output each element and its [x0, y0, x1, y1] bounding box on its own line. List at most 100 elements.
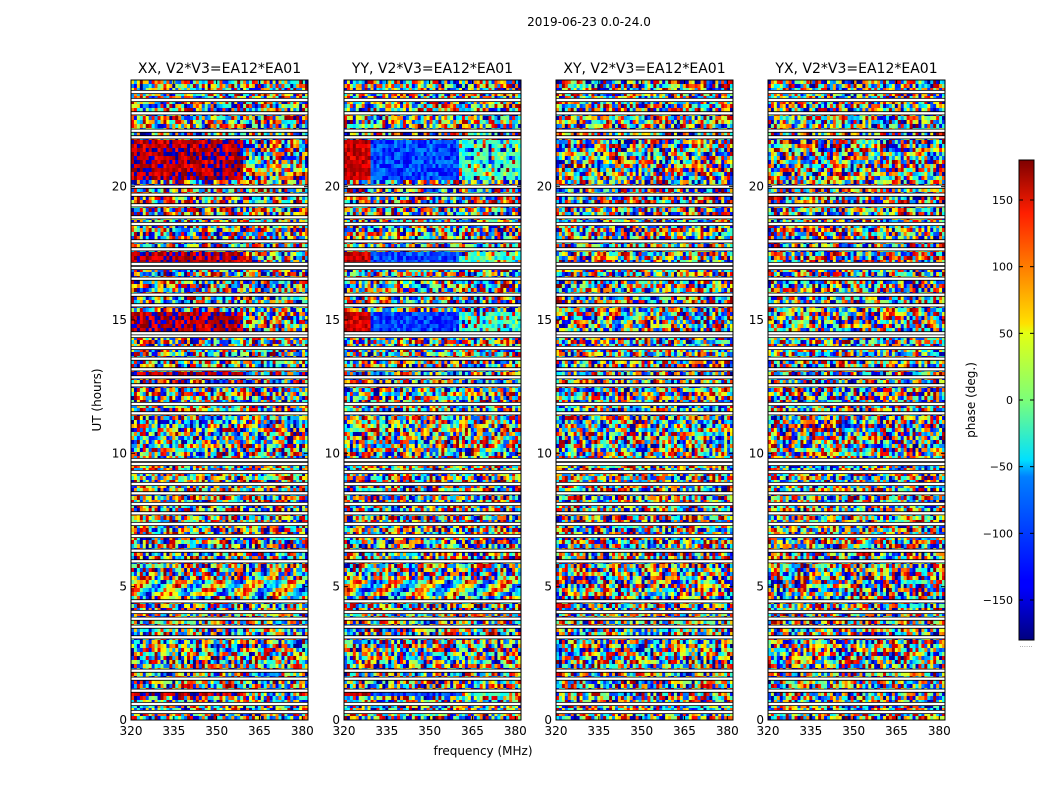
heatmap-cell: [137, 156, 140, 160]
heatmap-cell: [267, 80, 270, 84]
heatmap-cell: [276, 140, 279, 144]
heatmap-cell: [199, 160, 202, 164]
heatmap-cell: [161, 116, 164, 120]
heatmap-cell: [163, 104, 166, 108]
heatmap-cell: [214, 124, 217, 128]
heatmap-cell: [217, 160, 220, 164]
heatmap-cell: [258, 124, 261, 128]
heatmap-cell: [199, 116, 202, 120]
heatmap-cell: [184, 160, 187, 164]
heatmap-cell: [220, 148, 223, 152]
heatmap-cell: [222, 124, 225, 128]
heatmap-cell: [146, 160, 149, 164]
heatmap-cell: [217, 124, 220, 128]
heatmap-cell: [187, 116, 190, 120]
heatmap-cell: [146, 156, 149, 160]
heatmap-cell: [161, 152, 164, 156]
heatmap-cell: [220, 84, 223, 88]
heatmap-cell: [196, 160, 199, 164]
heatmap-cell: [258, 120, 261, 124]
heatmap-cell: [211, 80, 214, 84]
heatmap-cell: [240, 84, 243, 88]
heatmap-cell: [143, 144, 146, 148]
heatmap-cell: [149, 116, 152, 120]
heatmap-cell: [137, 148, 140, 152]
heatmap-cell: [237, 80, 240, 84]
heatmap-cell: [284, 84, 287, 88]
heatmap-cell: [158, 80, 161, 84]
heatmap-cell: [181, 160, 184, 164]
heatmap-cell: [234, 120, 237, 124]
heatmap-cell: [187, 120, 190, 124]
heatmap-cell: [264, 120, 267, 124]
heatmap-cell: [152, 124, 155, 128]
heatmap-cell: [237, 84, 240, 88]
heatmap-cell: [146, 140, 149, 144]
heatmap-cell: [240, 152, 243, 156]
heatmap-cell: [267, 144, 270, 148]
heatmap-cell: [152, 84, 155, 88]
heatmap-cell: [231, 144, 234, 148]
heatmap-cell: [137, 140, 140, 144]
heatmap-cell: [234, 104, 237, 108]
heatmap-cell: [190, 160, 193, 164]
heatmap-cell: [184, 152, 187, 156]
heatmap-cell: [249, 120, 252, 124]
heatmap-cell: [193, 80, 196, 84]
heatmap-cell: [228, 140, 231, 144]
heatmap-cell: [169, 124, 172, 128]
heatmap-cell: [205, 148, 208, 152]
heatmap-cell: [225, 124, 228, 128]
heatmap-cell: [208, 116, 211, 120]
heatmap-cell: [187, 80, 190, 84]
heatmap-cell: [143, 140, 146, 144]
heatmap-cell: [243, 148, 246, 152]
heatmap-cell: [181, 124, 184, 128]
heatmap-cell: [211, 120, 214, 124]
heatmap-cell: [296, 152, 299, 156]
heatmap-cell: [290, 124, 293, 128]
heatmap-cell: [302, 152, 305, 156]
heatmap-cell: [193, 144, 196, 148]
heatmap-cell: [293, 156, 296, 160]
heatmap-cell: [255, 84, 258, 88]
heatmap-cell: [140, 124, 143, 128]
heatmap-cell: [149, 152, 152, 156]
heatmap-cell: [252, 144, 255, 148]
heatmap-cell: [220, 156, 223, 160]
heatmap-cell: [296, 156, 299, 160]
heatmap-cell: [273, 148, 276, 152]
heatmap-cell: [276, 80, 279, 84]
heatmap-cell: [302, 144, 305, 148]
heatmap-cell: [172, 120, 175, 124]
heatmap-cell: [302, 140, 305, 144]
heatmap-cell: [134, 156, 137, 160]
heatmap-cell: [220, 116, 223, 120]
heatmap-cell: [225, 116, 228, 120]
heatmap-cell: [222, 156, 225, 160]
heatmap-cell: [255, 120, 258, 124]
heatmap-cell: [220, 152, 223, 156]
heatmap-cell: [246, 104, 249, 108]
heatmap-cell: [237, 104, 240, 108]
heatmap-cell: [158, 148, 161, 152]
heatmap-cell: [270, 116, 273, 120]
heatmap-cell: [237, 120, 240, 124]
heatmap-cell: [134, 84, 137, 88]
heatmap-cell: [231, 152, 234, 156]
heatmap-cell: [228, 144, 231, 148]
heatmap-cell: [255, 148, 258, 152]
heatmap-cell: [231, 104, 234, 108]
heatmap-cell: [143, 156, 146, 160]
heatmap-cell: [240, 104, 243, 108]
heatmap-cell: [172, 124, 175, 128]
heatmap-cell: [222, 152, 225, 156]
heatmap-cell: [146, 116, 149, 120]
heatmap-cell: [225, 152, 228, 156]
heatmap-cell: [264, 104, 267, 108]
heatmap-cell: [161, 156, 164, 160]
heatmap-cell: [276, 152, 279, 156]
heatmap-cell: [158, 120, 161, 124]
heatmap-cell: [172, 84, 175, 88]
heatmap-cell: [140, 84, 143, 88]
